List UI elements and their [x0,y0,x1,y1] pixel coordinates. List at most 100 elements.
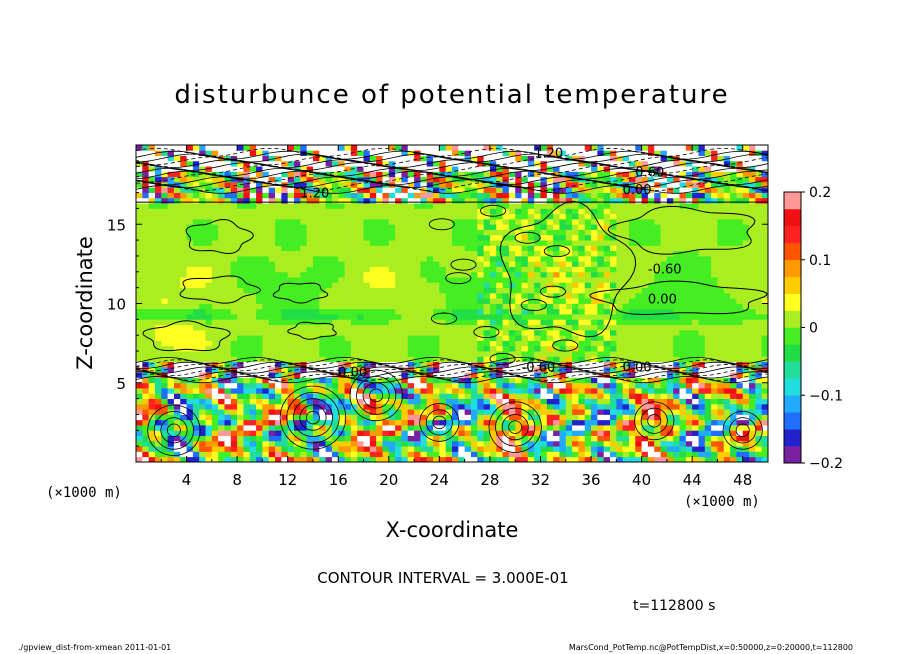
heatmap-cell [704,398,712,405]
heatmap-cell [439,356,447,363]
heatmap-cell [136,234,143,241]
heatmap-cell [660,414,668,421]
heatmap-cell [306,430,314,436]
heatmap-cell [319,430,326,436]
heatmap-cell [382,388,390,394]
heatmap-cell [679,340,687,347]
heatmap-cell [597,287,605,294]
heatmap-cell [287,319,295,326]
heatmap-cell [294,314,301,320]
heatmap-cell [376,419,383,426]
heatmap-cell [553,229,560,236]
heatmap-cell [470,382,478,389]
heatmap-cell [376,409,383,415]
heatmap-cell [344,366,352,373]
heatmap-cell [755,324,763,331]
heatmap-cell [382,403,390,410]
heatmap-cell [268,425,276,431]
heatmap-cell [249,271,257,278]
heatmap-cell [363,366,371,373]
heatmap-cell [666,197,674,204]
heatmap-cell [546,298,554,304]
heatmap-cell [148,419,156,426]
heatmap-cell [414,430,421,436]
heatmap-cell [268,335,276,341]
heatmap-cell [388,329,396,336]
heatmap-cell [572,356,579,363]
heatmap-cell [230,261,238,267]
heatmap-cell [148,446,156,452]
heatmap-cell [761,377,768,384]
heatmap-cell [262,213,270,220]
heatmap-cell [723,335,731,341]
heatmap-cell [742,245,750,252]
heatmap-cell [628,224,636,230]
heatmap-cell [698,308,706,315]
heatmap-cell [199,229,206,236]
heatmap-cell [173,292,181,299]
heatmap-cell [749,425,756,431]
heatmap-cell [205,382,213,389]
heatmap-cell [508,303,516,310]
heatmap-cell [306,414,314,421]
heatmap-cell [433,345,440,352]
heatmap-cell [464,255,472,262]
heatmap-cell [325,435,333,442]
heatmap-cell [142,456,150,462]
heatmap-cell [407,282,415,289]
heatmap-cell [312,324,320,331]
heatmap-cell [597,335,605,341]
heatmap-cell [312,356,320,363]
heatmap-cell [679,266,687,273]
heatmap-cell [338,308,345,315]
heatmap-cell [692,430,699,436]
heatmap-cell [736,403,744,410]
heatmap-cell [711,213,718,220]
heatmap-cell [275,456,282,462]
heatmap-cell [319,203,326,209]
heatmap-cell [230,240,238,246]
heatmap-cell [508,319,516,326]
heatmap-cell [622,403,630,410]
heatmap-cell [540,335,548,341]
heatmap-cell [256,340,263,347]
heatmap-cell [730,409,737,415]
heatmap-cell [742,197,750,204]
heatmap-cell [338,282,345,289]
heatmap-cell [433,393,440,399]
heatmap-cell [660,234,668,241]
heatmap-cell [489,435,497,442]
heatmap-cell [192,271,200,278]
heatmap-cell [395,345,402,352]
heatmap-cell [508,398,516,405]
heatmap-cell [559,329,567,336]
heatmap-cell [306,261,314,267]
heatmap-cell [628,298,636,304]
heatmap-cell [192,287,200,294]
heatmap-cell [597,409,605,415]
heatmap-cell [167,440,175,447]
heatmap-cell [610,271,617,278]
heatmap-cell [673,208,680,215]
heatmap-cell [572,324,579,331]
heatmap-cell [338,277,345,283]
heatmap-cell [199,382,206,389]
heatmap-cell [452,425,459,431]
heatmap-cell [540,240,548,246]
heatmap-cell [382,451,390,458]
heatmap-cell [230,303,238,310]
heatmap-cell [616,245,624,252]
heatmap-cell [230,287,238,294]
heatmap-cell [553,451,560,458]
heatmap-cell [603,271,611,278]
heatmap-cell [761,451,768,458]
heatmap-cell [199,266,206,273]
heatmap-cell [483,308,491,315]
heatmap-cell [300,419,308,426]
heatmap-cell [224,440,232,447]
heatmap-cell [331,345,339,352]
heatmap-cell [262,229,270,236]
heatmap-cell [641,345,649,352]
heatmap-cell [470,335,478,341]
heatmap-cell [452,414,459,421]
